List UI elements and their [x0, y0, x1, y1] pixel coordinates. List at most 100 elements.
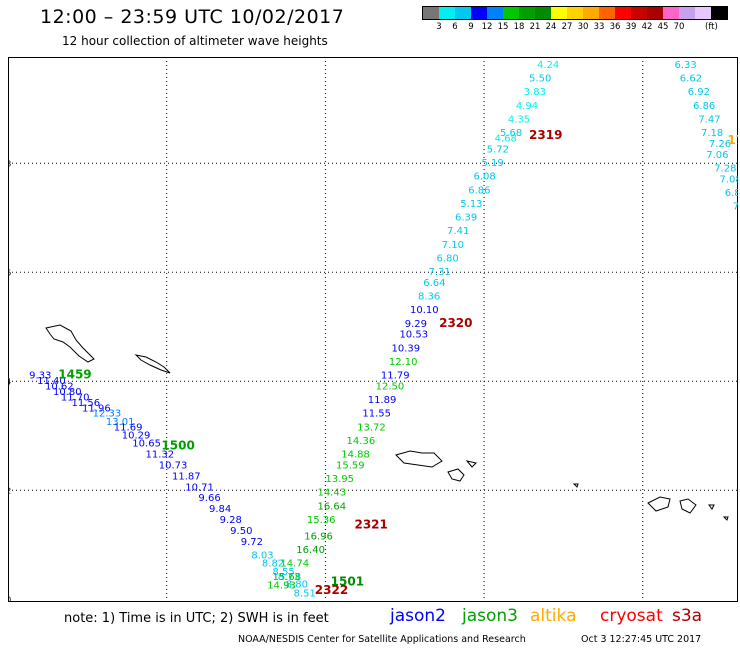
legend-tick-label: 15 [497, 22, 509, 32]
altimeter-tracks: 9.3311.4010.6210.8011.7011.5611.9612.331… [29, 57, 738, 600]
wave-height-value: 8.36 [418, 292, 440, 303]
satellite-label-cryosat: cryosat [600, 606, 663, 626]
wave-height-value: 10.80 [53, 387, 82, 398]
legend-swatch [439, 7, 455, 19]
wave-height-value: 4.24 [537, 60, 559, 71]
legend-ticks: (ft) 3 6 9 12 15 18 21 24 27 30 33 36 39 42 45 70 [422, 20, 728, 34]
latitude-label: 52 [8, 486, 11, 495]
legend-tick-label: 12 [481, 22, 493, 32]
legend-swatch [423, 7, 439, 19]
wave-height-value: 11.70 [61, 392, 90, 403]
legend-swatch [535, 7, 551, 19]
legend-tick-label: 18 [513, 22, 525, 32]
wave-height-value: 14.43 [317, 488, 346, 499]
legend-swatch [647, 7, 663, 19]
wave-height-value: 16.40 [296, 545, 325, 556]
axis-labels: 165168171174177605856545250 [8, 57, 11, 602]
color-scale-legend: (ft) 3 6 9 12 15 18 21 24 27 30 33 36 39 42 45 70 [422, 6, 728, 34]
wave-height-value: 8.80 [286, 579, 308, 590]
legend-swatch [631, 7, 647, 19]
legend-tick-label: 9 [468, 22, 474, 32]
wave-height-value: 5.50 [529, 74, 551, 85]
footer-center: NOAA/NESDIS Center for Satellite Applica… [238, 634, 526, 645]
satellite-label-jason3: jason3 [462, 606, 518, 626]
time-label: 2320 [439, 316, 472, 330]
wave-height-value: 11.69 [114, 422, 143, 433]
wave-height-value: 11.79 [381, 371, 410, 382]
legend-tick-label: 3 [436, 22, 442, 32]
track-3: 2319 2320 2321 2322 [315, 128, 563, 597]
island [722, 516, 729, 521]
legend-swatch [711, 7, 727, 19]
time-label: 2319 [529, 128, 562, 142]
island [708, 504, 715, 510]
island [465, 460, 477, 468]
legend-tick-label: 6 [452, 22, 458, 32]
island [134, 354, 171, 374]
wave-height-value: 13.95 [325, 474, 354, 485]
wave-height-value: 6.39 [455, 213, 477, 224]
wave-height-value: 7.47 [698, 114, 720, 125]
footer-note: note: 1) Time is in UTC; 2) SWH is in fe… [64, 611, 329, 626]
wave-height-value: 7.31 [429, 267, 451, 278]
wave-height-value: 13.01 [106, 417, 135, 428]
legend-swatches [422, 6, 728, 20]
wave-height-value: 7.08 [719, 174, 738, 185]
latitude-label: 56 [8, 268, 11, 277]
wave-height-value: 10.53 [399, 330, 428, 341]
satellite-label-altika: altika [530, 606, 577, 626]
legend-swatch [583, 7, 599, 19]
satellite-label-s3a: s3a [672, 606, 703, 626]
legend-swatch [663, 7, 679, 19]
wave-height-value: 5.19 [481, 158, 503, 169]
island [679, 498, 697, 514]
legend-tick-label: 45 [657, 22, 669, 32]
wave-height-value: 10.39 [392, 343, 421, 354]
legend-swatch [551, 7, 567, 19]
wave-height-value: 11.40 [37, 376, 66, 387]
legend-tick-label: 70 [673, 22, 685, 32]
wave-height-value: 6.62 [680, 74, 702, 85]
wave-height-value: 9.29 [405, 319, 427, 330]
wave-height-value: 7. [733, 202, 738, 213]
wave-height-value: 12.10 [389, 357, 418, 368]
wave-height-value: 16.96 [304, 531, 333, 542]
island [45, 324, 95, 363]
wave-height-value: 11.56 [71, 398, 100, 409]
wave-height-value: 7.10 [442, 240, 464, 251]
wave-height-value: 9.84 [209, 504, 231, 515]
wave-height-value: 12.33 [93, 409, 122, 420]
wave-height-value: 16.64 [317, 501, 346, 512]
map-frame [8, 57, 738, 602]
wave-height-value: 13.72 [357, 422, 386, 433]
track-2: 5.50 [542, 57, 564, 60]
track-0: 9.3311.4010.6210.8011.7011.5611.9612.331… [29, 368, 364, 600]
legend-swatch [519, 7, 535, 19]
wave-height-value: 6.80 [436, 253, 458, 264]
wave-height-value: 8.82 [262, 559, 284, 570]
wave-height-value: 6.92 [688, 87, 710, 98]
page-subtitle: 12 hour collection of altimeter wave hei… [62, 34, 328, 48]
island [572, 483, 579, 488]
time-label: 2322 [315, 583, 348, 597]
coastline [45, 324, 729, 521]
time-label: 17 [727, 133, 738, 147]
wave-height-value: 10.29 [122, 431, 151, 442]
wave-height-value: 11.55 [362, 409, 391, 420]
wave-height-value: 4.68 [495, 133, 517, 144]
wave-height-value: 9.66 [198, 493, 220, 504]
satellite-label-jason2: jason2 [390, 606, 446, 626]
wave-height-value: 11.32 [146, 450, 175, 461]
wave-height-value: 14.93 [267, 580, 296, 591]
legend-tick-label: 42 [641, 22, 653, 32]
wave-height-value: 15.36 [307, 515, 336, 526]
legend-swatch [567, 7, 583, 19]
wave-height-value: 14.36 [347, 436, 376, 447]
legend-tick-label: 30 [577, 22, 589, 32]
wave-height-value: 9.28 [220, 515, 242, 526]
wave-height-map: 9.3311.4010.6210.8011.7011.5611.9612.331… [8, 57, 738, 602]
latitude-label: 60 [8, 57, 11, 59]
wave-height-value: 4.35 [508, 114, 530, 125]
legend-tick-label: 21 [529, 22, 541, 32]
